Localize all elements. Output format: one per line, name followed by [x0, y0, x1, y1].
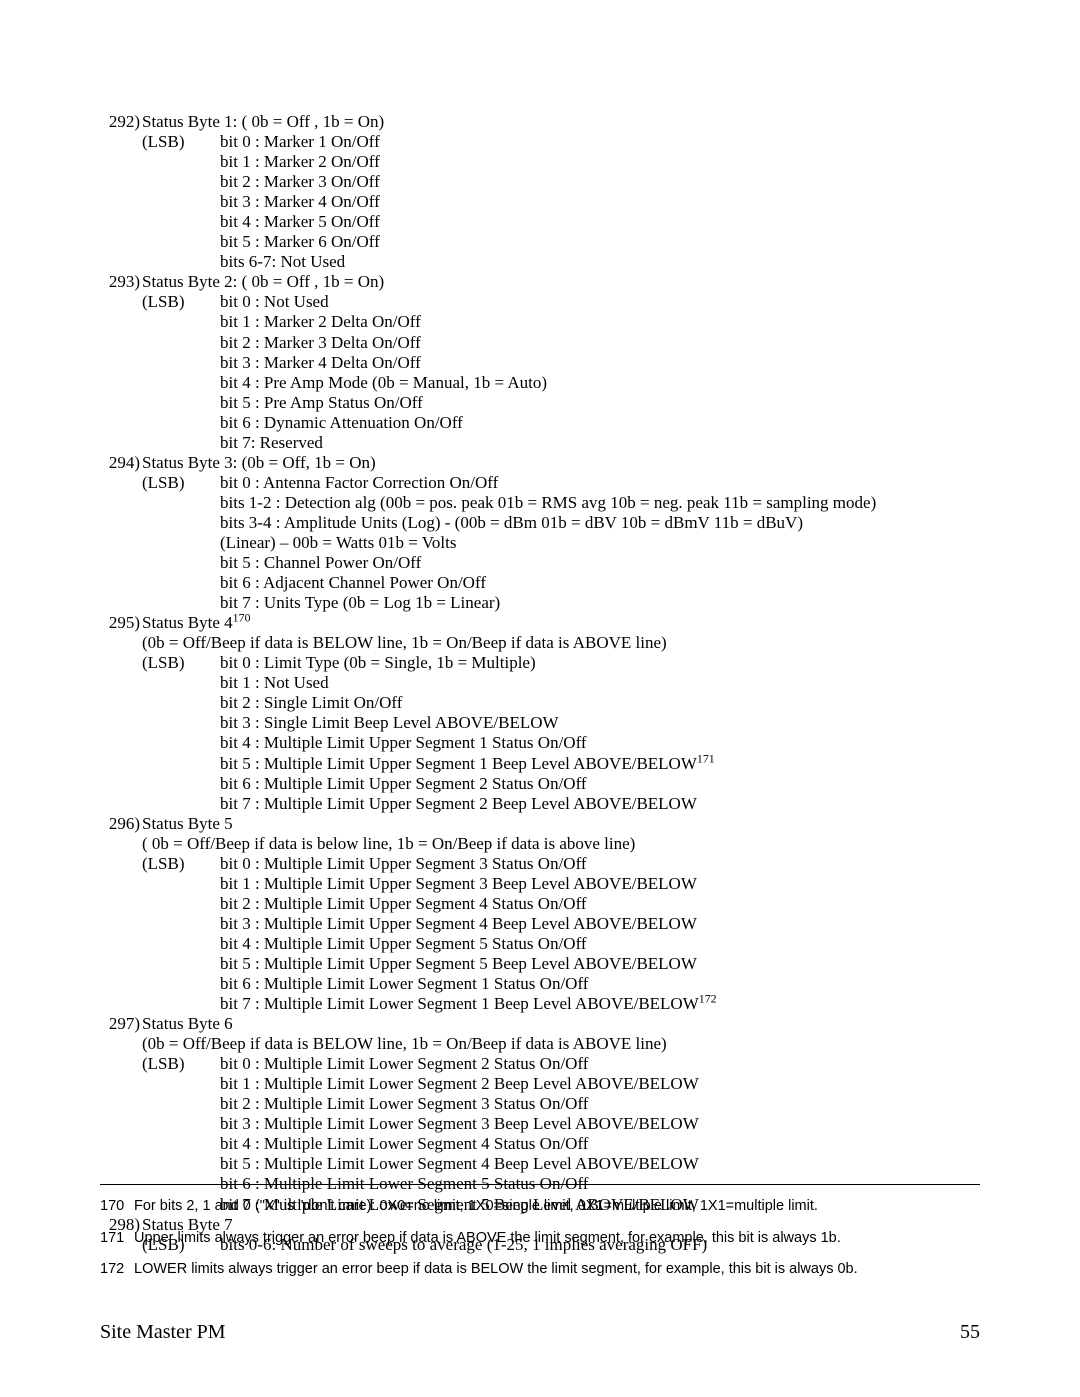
bit-line: bit 5 : Marker 6 On/Off: [220, 232, 980, 252]
lsb-label: (LSB): [142, 1054, 220, 1074]
bit-line: bit 3 : Marker 4 Delta On/Off: [220, 353, 980, 373]
bit-line: (Linear) – 00b = Watts 01b = Volts: [220, 533, 980, 553]
footnote-row: 172 LOWER limits always trigger an error…: [100, 1260, 980, 1280]
footer-left: Site Master PM: [100, 1321, 226, 1345]
footnote-ref: 170: [233, 611, 251, 625]
entry-title: Status Byte 4170: [142, 613, 980, 633]
footnote-separator: [100, 1184, 980, 1185]
bit-line: bit 0 : Not Used: [220, 292, 980, 312]
bit-line: bit 0 : Limit Type (0b = Single, 1b = Mu…: [220, 653, 980, 673]
lsb-label: (LSB): [142, 854, 220, 874]
entry-condition: (0b = Off/Beep if data is BELOW line, 1b…: [142, 633, 980, 653]
footnote-row: 170 For bits 2, 1 and 0 ("X" is "don't c…: [100, 1197, 980, 1217]
bit-line: bit 6 : Multiple Limit Lower Segment 1 S…: [220, 974, 980, 994]
entry-title: Status Byte 1: ( 0b = Off , 1b = On): [142, 112, 980, 132]
bit-line: bit 3 : Multiple Limit Upper Segment 4 B…: [220, 914, 980, 934]
bit-line: bit 3 : Single Limit Beep Level ABOVE/BE…: [220, 713, 980, 733]
entry-number: 294): [100, 453, 142, 473]
footer-page-number: 55: [960, 1321, 980, 1345]
footnote-ref: 172: [699, 991, 717, 1005]
bit-line: bits 6-7: Not Used: [220, 252, 980, 272]
bit-line: bit 7: Reserved: [220, 433, 980, 453]
bit-line: bit 7 : Units Type (0b = Log 1b = Linear…: [220, 593, 980, 613]
bit-line: bit 0 : Multiple Limit Lower Segment 2 S…: [220, 1054, 980, 1074]
bit-line: bit 0 : Multiple Limit Upper Segment 3 S…: [220, 854, 980, 874]
bit-line: bit 5 : Multiple Limit Lower Segment 4 B…: [220, 1154, 980, 1174]
entry-title: Status Byte 6: [142, 1014, 980, 1034]
lsb-label: (LSB): [142, 292, 220, 312]
bit-line: bit 4 : Multiple Limit Upper Segment 1 S…: [220, 733, 980, 753]
entry-296: 296) Status Byte 5 ( 0b = Off/Beep if da…: [100, 814, 980, 1014]
bit-line: bit 4 : Multiple Limit Lower Segment 4 S…: [220, 1134, 980, 1154]
entry-title: Status Byte 3: (0b = Off, 1b = On): [142, 453, 980, 473]
footnote-ref: 171: [697, 751, 715, 765]
bit-line: bit 5 : Pre Amp Status On/Off: [220, 393, 980, 413]
entry-294: 294) Status Byte 3: (0b = Off, 1b = On) …: [100, 453, 980, 613]
bit-line: bit 3 : Multiple Limit Lower Segment 3 B…: [220, 1114, 980, 1134]
entry-number: 295): [100, 613, 142, 633]
bit-line: bit 4 : Multiple Limit Upper Segment 5 S…: [220, 934, 980, 954]
entry-condition: (0b = Off/Beep if data is BELOW line, 1b…: [142, 1034, 980, 1054]
bit-line: bits 1-2 : Detection alg (00b = pos. pea…: [220, 493, 980, 513]
bit-line: bit 1 : Marker 2 Delta On/Off: [220, 312, 980, 332]
bit-line: bit 5 : Multiple Limit Upper Segment 1 B…: [220, 754, 980, 774]
bit-line: bit 5 : Multiple Limit Upper Segment 5 B…: [220, 954, 980, 974]
bit-line: bit 7 : Multiple Limit Upper Segment 2 B…: [220, 794, 980, 814]
footnote-number: 171: [100, 1229, 134, 1249]
footnote-row: 171 Upper limits always trigger an error…: [100, 1229, 980, 1249]
footnote-text: Upper limits always trigger an error bee…: [134, 1229, 841, 1249]
footnotes: 170 For bits 2, 1 and 0 ("X" is "don't c…: [100, 1184, 980, 1292]
bit-line: bits 3-4 : Amplitude Units (Log) - (00b …: [220, 513, 980, 533]
bit-line: bit 1 : Marker 2 On/Off: [220, 152, 980, 172]
footnote-number: 172: [100, 1260, 134, 1280]
bit-line: bit 7 : Multiple Limit Lower Segment 1 B…: [220, 994, 980, 1014]
bit-line: bit 1 : Not Used: [220, 673, 980, 693]
bit-line: bit 6 : Adjacent Channel Power On/Off: [220, 573, 980, 593]
bit-line: bit 0 : Antenna Factor Correction On/Off: [220, 473, 980, 493]
bit-line: bit 4 : Marker 5 On/Off: [220, 212, 980, 232]
bit-line: bit 6 : Multiple Limit Upper Segment 2 S…: [220, 774, 980, 794]
entry-number: 292): [100, 112, 142, 132]
bit-line: bit 2 : Single Limit On/Off: [220, 693, 980, 713]
entry-295: 295) Status Byte 4170 (0b = Off/Beep if …: [100, 613, 980, 813]
lsb-label: (LSB): [142, 473, 220, 493]
entry-number: 293): [100, 272, 142, 292]
bit-line: bit 2 : Multiple Limit Upper Segment 4 S…: [220, 894, 980, 914]
footnote-text: For bits 2, 1 and 0 ("X" is "don't care)…: [134, 1197, 818, 1217]
footnote-number: 170: [100, 1197, 134, 1217]
entry-292: 292) Status Byte 1: ( 0b = Off , 1b = On…: [100, 112, 980, 272]
entry-293: 293) Status Byte 2: ( 0b = Off , 1b = On…: [100, 272, 980, 452]
bit-line: bit 2 : Marker 3 On/Off: [220, 172, 980, 192]
lsb-label: (LSB): [142, 132, 220, 152]
entry-title: Status Byte 2: ( 0b = Off , 1b = On): [142, 272, 980, 292]
bit-text: bit 7 : Multiple Limit Lower Segment 1 B…: [220, 994, 699, 1013]
bit-line: bit 0 : Marker 1 On/Off: [220, 132, 980, 152]
entry-number: 296): [100, 814, 142, 834]
bit-line: bit 2 : Multiple Limit Lower Segment 3 S…: [220, 1094, 980, 1114]
entry-number: 297): [100, 1014, 142, 1034]
bit-line: bit 6 : Dynamic Attenuation On/Off: [220, 413, 980, 433]
page-footer: Site Master PM 55: [100, 1321, 980, 1345]
entry-title-text: Status Byte 4: [142, 613, 233, 632]
bit-line: bit 5 : Channel Power On/Off: [220, 553, 980, 573]
entry-title: Status Byte 5: [142, 814, 980, 834]
bit-line: bit 2 : Marker 3 Delta On/Off: [220, 333, 980, 353]
bit-line: bit 3 : Marker 4 On/Off: [220, 192, 980, 212]
bit-line: bit 1 : Multiple Limit Lower Segment 2 B…: [220, 1074, 980, 1094]
bit-line: bit 4 : Pre Amp Mode (0b = Manual, 1b = …: [220, 373, 980, 393]
bit-line: bit 1 : Multiple Limit Upper Segment 3 B…: [220, 874, 980, 894]
lsb-label: (LSB): [142, 653, 220, 673]
footnote-text: LOWER limits always trigger an error bee…: [134, 1260, 858, 1280]
entry-condition: ( 0b = Off/Beep if data is below line, 1…: [142, 834, 980, 854]
bit-text: bit 5 : Multiple Limit Upper Segment 1 B…: [220, 754, 697, 773]
